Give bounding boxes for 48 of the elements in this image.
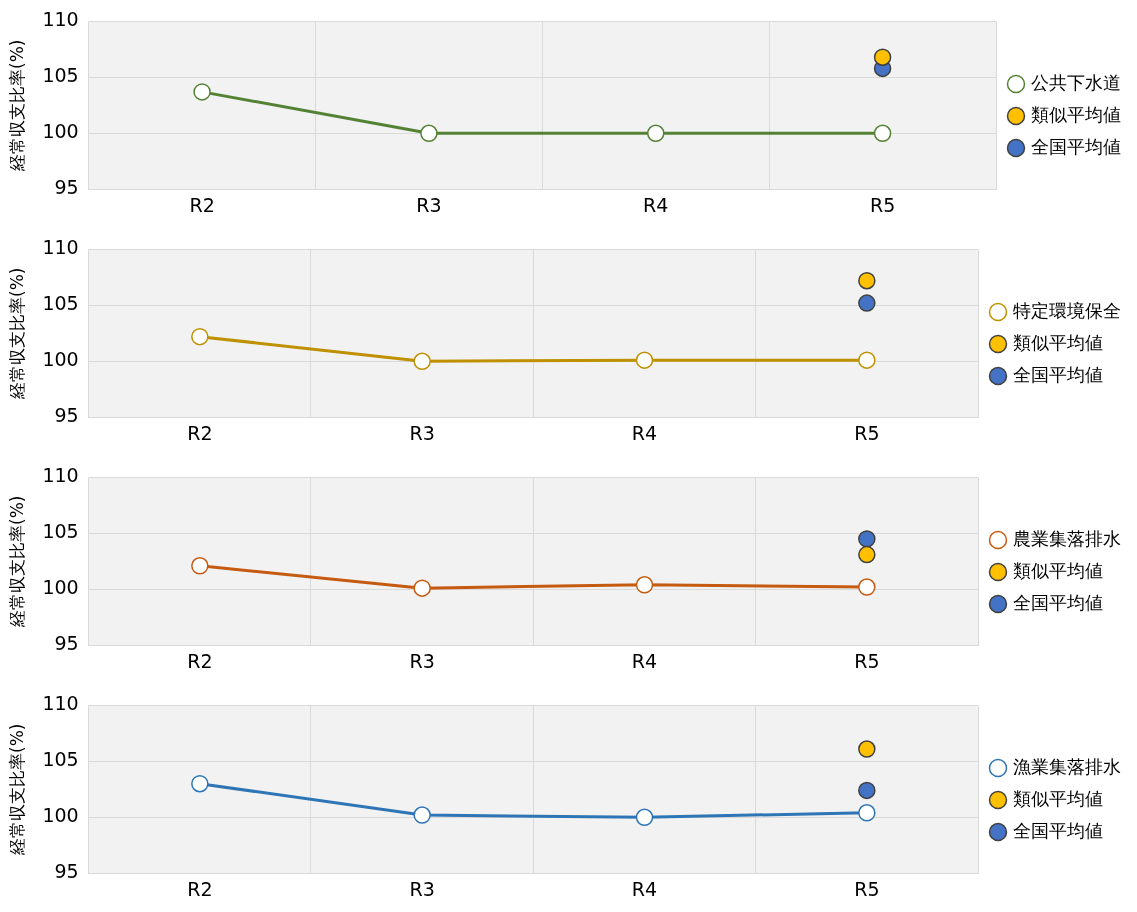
legend-label: 類似平均値 [1013,559,1103,581]
y-tick-label: 105 [42,292,79,315]
y-tick-label: 105 [42,520,79,543]
y-tick-label: 95 [54,176,79,199]
x-tick-label: R4 [631,649,658,672]
x-tick-label: R3 [409,877,435,900]
legend-label: 農業集落排水 [1013,527,1121,549]
x-tick-label: R5 [854,877,880,900]
y-tick-label: 95 [54,404,79,427]
x-tick-label: R5 [869,193,896,216]
x-tick-label: R2 [187,649,213,672]
x-tick-label: R5 [854,421,880,444]
y-axis-title: 経常収支比率(%) [6,39,27,173]
legend-label: 類似平均値 [1013,331,1103,353]
legend-label: 全国平均値 [1031,135,1121,157]
y-axis-title: 経常収支比率(%) [6,723,27,857]
legend-label: 特定環境保全 [1013,299,1121,321]
y-tick-label: 110 [42,464,79,487]
x-tick-label: R5 [854,649,880,672]
y-tick-label: 100 [42,804,79,827]
legend-label: 類似平均値 [1031,103,1121,125]
y-tick-label: 95 [54,860,79,883]
y-tick-label: 100 [42,576,79,599]
legend-label: 公共下水道 [1031,71,1121,93]
y-tick-label: 105 [42,64,79,87]
x-tick-label: R3 [409,649,435,672]
x-tick-label: R2 [187,421,213,444]
x-tick-label: R3 [416,193,442,216]
y-tick-label: 95 [54,632,79,655]
x-tick-label: R2 [189,193,215,216]
x-tick-label: R4 [631,877,658,900]
legend-label: 全国平均値 [1013,819,1103,841]
legend-label: 漁業集落排水 [1013,755,1121,777]
legend-label: 全国平均値 [1013,591,1103,613]
y-axis-title: 経常収支比率(%) [6,267,27,401]
y-tick-label: 100 [42,348,79,371]
y-tick-label: 105 [42,748,79,771]
legend-label: 全国平均値 [1013,363,1103,385]
x-tick-label: R4 [643,193,669,216]
y-tick-label: 110 [42,236,79,259]
y-tick-label: 100 [42,120,79,143]
x-tick-label: R3 [409,421,435,444]
y-tick-label: 110 [42,692,79,715]
y-tick-label: 110 [42,8,79,31]
legend-label: 類似平均値 [1013,787,1103,809]
y-axis-title: 経常収支比率(%) [6,495,27,629]
x-tick-label: R4 [631,421,658,444]
x-tick-label: R2 [187,877,213,900]
